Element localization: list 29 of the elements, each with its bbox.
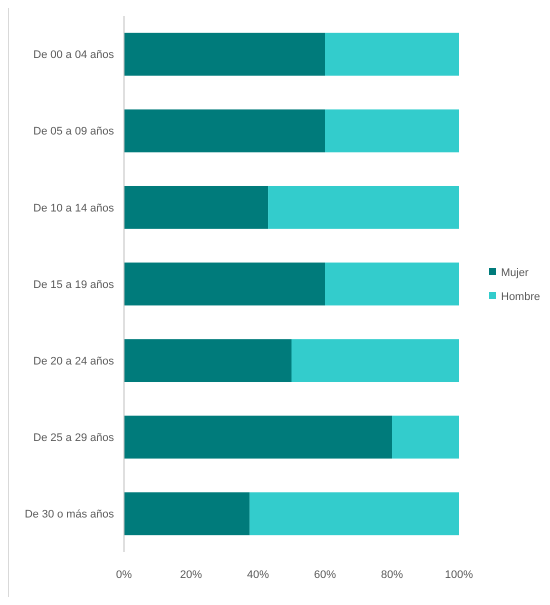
y-tick-label: De 00 a 04 años: [33, 49, 114, 62]
bar: [124, 416, 392, 459]
x-tick-label: 20%: [180, 569, 202, 581]
y-tick-label: De 05 a 09 años: [33, 126, 114, 138]
bar: [325, 262, 459, 306]
x-tick-label: 80%: [380, 569, 404, 581]
bar: [124, 109, 325, 152]
bar: [268, 186, 459, 229]
y-tick-label: De 20 a 24 años: [33, 355, 114, 368]
bar: [392, 416, 459, 459]
bar: [292, 339, 459, 382]
legend-label: Mujer: [501, 266, 529, 279]
bar: [124, 492, 250, 536]
bar: [325, 32, 459, 76]
bar: [250, 492, 459, 536]
bar: [124, 32, 325, 76]
x-tick-label: 60%: [314, 569, 336, 581]
y-tick-label: De 25 a 29 años: [33, 432, 114, 444]
x-tick-label: 0%: [116, 569, 132, 581]
y-tick-label: De 30 o más años: [24, 508, 114, 521]
bar: [325, 109, 459, 152]
x-tick-label: 100%: [444, 569, 474, 581]
bar: [124, 339, 292, 382]
x-tick-label: 40%: [246, 569, 270, 581]
bar: [124, 262, 325, 306]
y-tick-label: De 15 a 19 años: [33, 278, 114, 291]
y-tick-label: De 10 a 14 años: [33, 202, 114, 214]
legend-label: Hombre: [501, 290, 540, 303]
bar: [124, 186, 268, 229]
